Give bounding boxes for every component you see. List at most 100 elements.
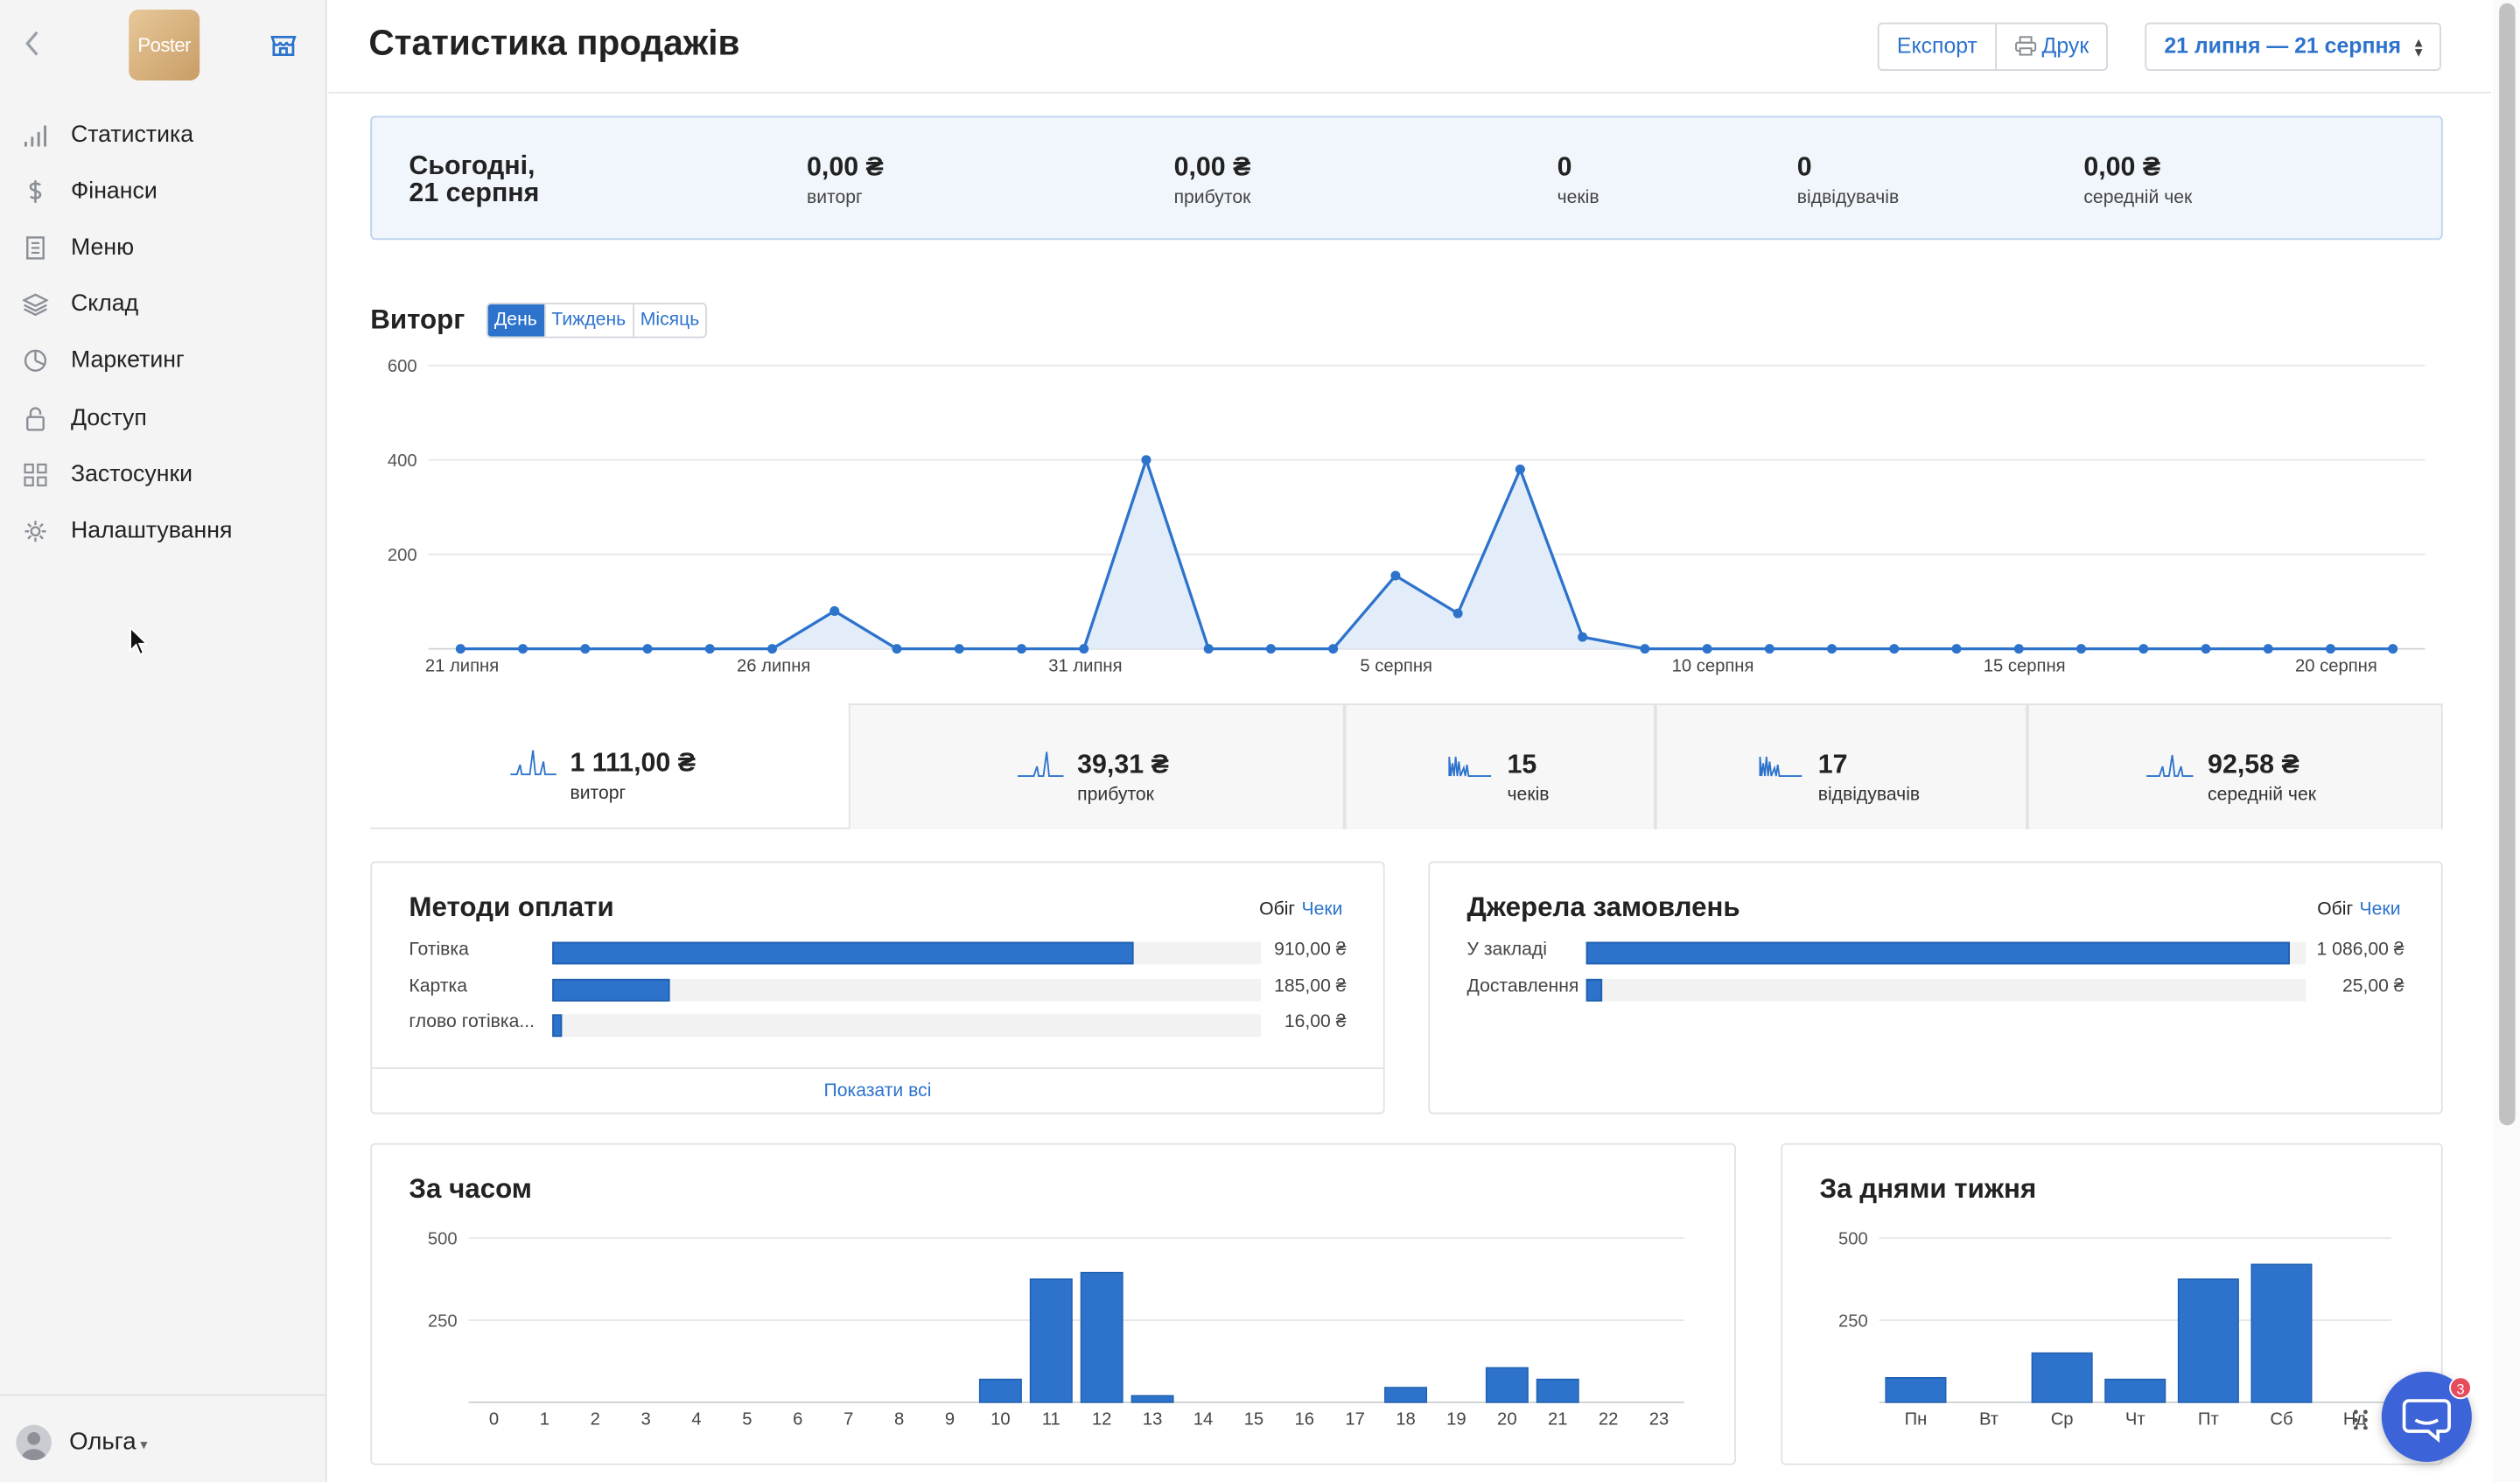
sparkline-icon [1448, 756, 1492, 777]
data-point[interactable] [1515, 464, 1525, 475]
total-revenue[interactable]: 1 111,00 ₴ виторг [370, 703, 849, 829]
scrollbar-thumb[interactable] [2499, 3, 2516, 1126]
y-tick-label: 400 [388, 451, 417, 471]
bar[interactable] [1384, 1387, 1428, 1403]
data-point[interactable] [1079, 644, 1089, 654]
shop-icon[interactable] [267, 29, 299, 61]
data-point[interactable] [518, 644, 528, 654]
toggle-checks[interactable]: Чеки [1301, 899, 1343, 919]
period-switcher: День Тиждень Місяць [486, 302, 708, 339]
bar[interactable] [1536, 1378, 1579, 1403]
x-tick-label: 4 [691, 1410, 701, 1430]
sidebar-item-statistics[interactable]: Статистика [0, 106, 327, 163]
data-point[interactable] [2138, 644, 2149, 654]
x-tick-label: 15 [1244, 1410, 1264, 1430]
data-point[interactable] [1764, 644, 1774, 654]
bar[interactable] [2104, 1378, 2166, 1403]
data-point[interactable] [2388, 644, 2398, 654]
hbar-fill[interactable] [552, 941, 1134, 965]
data-point[interactable] [1578, 632, 1588, 642]
total-average-check[interactable]: 92,58 ₴ середній чек [2026, 703, 2443, 829]
data-point[interactable] [1640, 644, 1650, 654]
show-all-link[interactable]: Показати всі [372, 1067, 1383, 1113]
print-label: Друк [2041, 33, 2090, 59]
data-point[interactable] [2076, 644, 2087, 654]
data-point[interactable] [2325, 644, 2335, 654]
bar[interactable] [2031, 1352, 2093, 1403]
data-point[interactable] [1328, 644, 1339, 654]
sidebar-item-apps[interactable]: Застосунки [0, 446, 327, 503]
data-point[interactable] [642, 644, 653, 654]
sidebar-item-access[interactable]: Доступ [0, 389, 327, 446]
bar[interactable] [2177, 1278, 2239, 1403]
stat-label: середній чек [2083, 188, 2193, 208]
tab-week[interactable]: Тиждень [543, 304, 632, 337]
date-range-picker[interactable]: 21 липня — 21 серпня ▲ ▼ [2145, 22, 2441, 71]
pie-icon [23, 348, 48, 374]
total-label: відвідувачів [1817, 786, 1921, 806]
data-point[interactable] [766, 644, 778, 654]
bar[interactable] [1130, 1395, 1174, 1403]
sidebar-item-menu[interactable]: Меню [0, 220, 327, 276]
y-tick-label: 600 [388, 357, 417, 376]
toggle-checks[interactable]: Чеки [2359, 899, 2401, 919]
data-point[interactable] [1452, 608, 1463, 619]
data-point[interactable] [1016, 644, 1026, 654]
data-point[interactable] [1889, 644, 1900, 654]
data-point[interactable] [1951, 644, 1962, 654]
toggle-turnover[interactable]: Обіг [1259, 899, 1296, 919]
card-title: За часом [409, 1173, 532, 1205]
data-point[interactable] [455, 644, 466, 654]
data-point[interactable] [1827, 644, 1838, 654]
bar[interactable] [1029, 1278, 1073, 1403]
export-button[interactable]: Експорт [1896, 33, 1978, 59]
bar[interactable] [1885, 1377, 1947, 1403]
data-point[interactable] [954, 644, 964, 654]
data-point[interactable] [830, 605, 840, 616]
bar[interactable] [1080, 1271, 1124, 1403]
x-tick-label: 22 [1599, 1410, 1619, 1430]
total-profit[interactable]: 39,31 ₴ прибуток [848, 703, 1345, 829]
data-point[interactable] [1702, 644, 1712, 654]
data-point[interactable] [2263, 644, 2273, 654]
data-point[interactable] [1141, 455, 1152, 465]
hbar-fill[interactable] [552, 977, 670, 1001]
layers-icon [21, 291, 50, 317]
tab-day[interactable]: День [487, 304, 544, 337]
total-visitors[interactable]: 17 відвідувачів [1655, 703, 2027, 829]
bar[interactable] [2250, 1263, 2313, 1403]
total-checks[interactable]: 15 чеків [1344, 703, 1656, 829]
data-point[interactable] [704, 644, 715, 654]
data-point[interactable] [580, 644, 591, 654]
stat-label: виторг [806, 188, 863, 208]
bar[interactable] [1485, 1367, 1529, 1403]
total-value: 15 [1507, 750, 1537, 779]
toggle-turnover[interactable]: Обіг [2317, 899, 2354, 919]
sidebar-item-finance[interactable]: Фінанси [0, 163, 327, 220]
hbar-fill[interactable] [552, 1014, 563, 1038]
sidebar-item-marketing[interactable]: Маркетинг [0, 332, 327, 389]
document-icon [23, 235, 48, 261]
data-point[interactable] [892, 644, 902, 654]
sidebar-item-settings[interactable]: Налаштування [0, 503, 327, 560]
bar[interactable] [978, 1378, 1022, 1403]
data-point[interactable] [1203, 644, 1214, 654]
revenue-title: Виторг [370, 304, 466, 335]
user-menu[interactable]: Ольга ▾ [0, 1394, 327, 1482]
brand-logo[interactable]: Poster [129, 10, 200, 81]
data-point[interactable] [2201, 644, 2211, 654]
print-button[interactable]: Друк [1995, 24, 2106, 70]
hbar-fill[interactable] [1586, 977, 1602, 1001]
back-arrow-icon[interactable] [23, 29, 46, 61]
stat-value: 0 [1557, 152, 1572, 182]
data-point[interactable] [2013, 644, 2024, 654]
sidebar-item-warehouse[interactable]: Склад [0, 276, 327, 333]
drag-handle-icon[interactable] [2351, 1407, 2374, 1432]
hbar-fill[interactable] [1586, 941, 2291, 965]
x-tick-label: 20 серпня [2295, 656, 2377, 675]
data-point[interactable] [1390, 570, 1401, 581]
gear-icon [23, 518, 48, 543]
data-point[interactable] [1265, 644, 1276, 654]
tab-month[interactable]: Місяць [632, 304, 706, 337]
sort-caret-icon: ▲ ▼ [2412, 35, 2426, 60]
